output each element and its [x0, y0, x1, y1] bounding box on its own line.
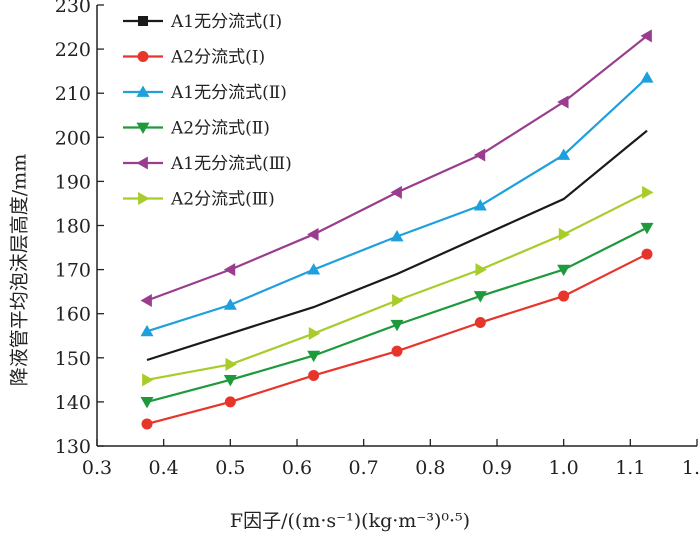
data-point: [642, 185, 654, 199]
data-point: [640, 222, 654, 235]
legend-label: A2分流式(Ⅱ): [170, 119, 270, 139]
data-point: [307, 350, 321, 363]
y-tick-label: 190: [55, 171, 91, 193]
data-point: [223, 263, 236, 277]
legend-label: A1无分流式(Ⅱ): [170, 83, 287, 103]
data-point: [224, 396, 236, 408]
data-point: [140, 397, 154, 409]
y-tick-label: 140: [55, 392, 91, 414]
y-tick-label: 230: [55, 0, 91, 17]
legend-label: A2分流式(Ⅲ): [170, 190, 275, 210]
data-point: [391, 345, 403, 357]
legend-label: A1无分流式(Ⅲ): [170, 154, 292, 174]
data-point: [558, 227, 571, 241]
data-point: [641, 248, 653, 260]
data-point: [140, 293, 152, 307]
legend-marker: [136, 156, 148, 170]
data-point: [475, 263, 487, 277]
legend-marker: [138, 16, 148, 26]
legend: A1无分流式(Ⅰ) A2分流式(Ⅰ) A1无分流式(Ⅱ) A2分流式(Ⅱ) A1无分流式…: [123, 12, 292, 210]
x-tick-label: 0.6: [282, 457, 312, 479]
data-point: [557, 264, 571, 277]
legend-marker: [137, 51, 149, 62]
data-point: [473, 148, 486, 162]
data-point: [390, 319, 404, 332]
legend-entry: A2分流式(Ⅰ): [123, 48, 265, 68]
x-tick-label: 0.3: [82, 457, 112, 479]
data-point: [473, 199, 487, 211]
legend-entry: A1无分流式(Ⅰ): [123, 12, 282, 32]
x-tick-label: 1.1: [615, 457, 645, 479]
legend-entry: A2分流式(Ⅱ): [123, 119, 270, 139]
series-layer: [140, 29, 654, 430]
y-tick-label: 130: [55, 436, 91, 458]
y-tick-label: 170: [55, 260, 91, 282]
data-point: [640, 71, 654, 83]
data-point: [223, 298, 237, 310]
x-axis-label: F因子/((m·s⁻¹)(kg·m⁻³)⁰·⁵): [229, 510, 471, 532]
plot-axes: 130 140 150 160 170 180 190 200 210 220 230 0.3 0.4 0…: [55, 0, 700, 479]
series-4: [140, 222, 654, 409]
data-point: [557, 148, 571, 160]
series-line: [146, 129, 648, 362]
y-tick-label: 150: [55, 348, 91, 370]
data-point: [640, 29, 652, 43]
x-tick-label: 0.4: [149, 457, 179, 479]
data-point: [307, 263, 321, 275]
x-tick-label: 0.9: [482, 457, 512, 479]
data-point: [225, 357, 237, 371]
legend-marker: [136, 85, 150, 97]
x-tick-label: 0.7: [349, 457, 379, 479]
legend-entry: A2分流式(Ⅲ): [123, 190, 275, 210]
series-1: [146, 129, 648, 362]
series-5: [140, 29, 652, 307]
y-tick-label: 180: [55, 216, 91, 238]
data-point: [308, 369, 320, 381]
y-tick-label: 200: [55, 127, 91, 149]
x-tick-label: 1.2: [682, 457, 700, 479]
series-3: [140, 71, 654, 337]
series-line: [146, 226, 648, 403]
series-line: [146, 253, 648, 426]
data-point: [390, 185, 402, 199]
series-2: [141, 248, 653, 430]
y-tick-label: 210: [55, 83, 91, 105]
data-point: [474, 317, 486, 329]
data-point: [390, 230, 404, 242]
data-point: [308, 327, 321, 341]
x-tick-label: 0.5: [215, 457, 245, 479]
data-point: [142, 373, 154, 387]
legend-entry: A1无分流式(Ⅲ): [123, 154, 292, 174]
x-tick-label: 1.0: [549, 457, 579, 479]
data-point: [392, 293, 404, 307]
data-point: [140, 324, 154, 337]
y-tick-label: 220: [55, 39, 91, 61]
legend-label: A2分流式(Ⅰ): [170, 48, 265, 68]
data-point: [223, 374, 237, 387]
y-axis-label: 降液管平均泡沫层高度/mm: [8, 153, 31, 387]
data-point: [141, 418, 153, 430]
legend-marker: [138, 192, 150, 205]
data-point: [473, 291, 487, 303]
data-point: [557, 95, 569, 109]
legend-entry: A1无分流式(Ⅱ): [123, 83, 287, 103]
legend-label: A1无分流式(Ⅰ): [170, 12, 282, 32]
x-tick-label: 0.8: [415, 457, 445, 479]
series-6: [142, 185, 654, 387]
y-tick-label: 160: [55, 304, 91, 326]
data-point: [558, 290, 570, 302]
legend-marker: [136, 122, 150, 134]
data-point: [307, 227, 319, 241]
